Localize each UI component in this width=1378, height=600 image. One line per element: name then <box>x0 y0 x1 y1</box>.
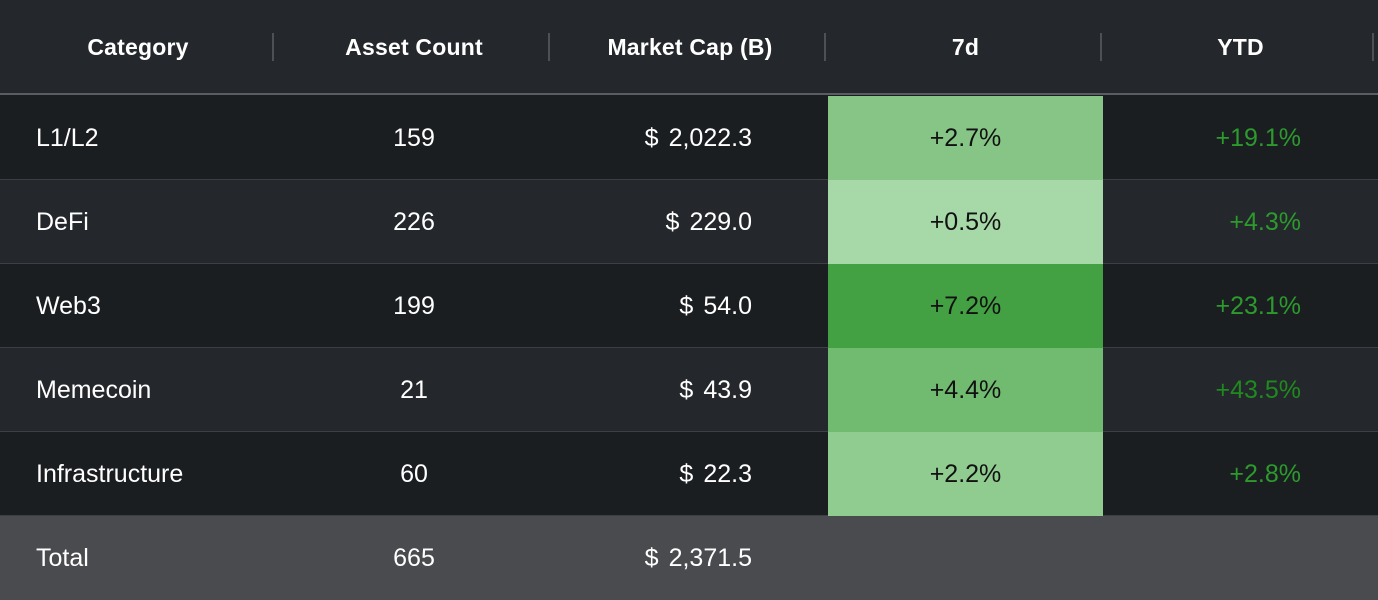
market-cap-cell[interactable]: $43.9 <box>552 348 752 432</box>
column-header-7d[interactable]: 7d <box>951 34 980 60</box>
total-market-cap: $2,371.5 <box>552 516 752 600</box>
market-cap-cell[interactable]: $54.0 <box>552 264 752 348</box>
table-row[interactable]: DeFi 226 $229.0 +0.5% +4.3% <box>0 180 1378 264</box>
asset-count-cell[interactable]: 199 <box>393 291 435 320</box>
table-row[interactable]: Web3 199 $54.0 +7.2% +23.1% <box>0 264 1378 348</box>
column-header-market-cap[interactable]: Market Cap (B) <box>607 34 773 60</box>
currency-symbol: $ <box>679 291 694 320</box>
table-row[interactable]: Infrastructure 60 $22.3 +2.2% +2.8% <box>0 432 1378 516</box>
market-cap-value: 2,022.3 <box>668 123 752 152</box>
category-cell[interactable]: Memecoin <box>36 375 152 404</box>
currency-symbol: $ <box>665 207 680 236</box>
market-cap-value: 54.0 <box>703 291 752 320</box>
category-cell[interactable]: Web3 <box>36 291 101 320</box>
change-7d-cell[interactable]: +0.5% <box>828 180 1103 264</box>
column-resize-handle[interactable] <box>824 33 826 61</box>
change-7d-cell[interactable]: +4.4% <box>828 348 1103 432</box>
table-row[interactable]: L1/L2 159 $2,022.3 +2.7% +19.1% <box>0 96 1378 180</box>
category-cell[interactable]: DeFi <box>36 207 89 236</box>
column-resize-handle[interactable] <box>272 33 274 61</box>
category-cell[interactable]: L1/L2 <box>36 123 99 152</box>
total-row: Total 665 $2,371.5 <box>0 516 1378 600</box>
currency-symbol: $ <box>679 375 694 404</box>
column-header-ytd[interactable]: YTD <box>1217 34 1264 60</box>
market-cap-cell[interactable]: $22.3 <box>552 432 752 516</box>
change-7d-cell[interactable]: +2.7% <box>828 96 1103 180</box>
market-cap-value: 43.9 <box>703 375 752 404</box>
table-row[interactable]: Memecoin 21 $43.9 +4.4% +43.5% <box>0 348 1378 432</box>
change-ytd-cell[interactable]: +4.3% <box>1229 207 1301 236</box>
table-header: Category Asset Count Market Cap (B) 7d Y… <box>0 0 1378 95</box>
change-7d-cell[interactable]: +2.2% <box>828 432 1103 516</box>
change-7d-cell[interactable]: +7.2% <box>828 264 1103 348</box>
market-cap-value: 22.3 <box>703 459 752 488</box>
total-market-cap-value: 2,371.5 <box>668 543 752 572</box>
category-cell[interactable]: Infrastructure <box>36 459 184 488</box>
currency-symbol: $ <box>644 123 659 152</box>
change-ytd-cell[interactable]: +2.8% <box>1229 459 1301 488</box>
column-resize-handle[interactable] <box>1372 33 1374 61</box>
currency-symbol: $ <box>644 543 659 572</box>
asset-count-cell[interactable]: 21 <box>400 375 428 404</box>
column-header-asset-count[interactable]: Asset Count <box>345 34 483 60</box>
change-ytd-cell[interactable]: +23.1% <box>1215 291 1302 320</box>
market-cap-value: 229.0 <box>689 207 752 236</box>
asset-count-cell[interactable]: 159 <box>393 123 435 152</box>
total-asset-count: 665 <box>393 543 435 572</box>
column-header-category[interactable]: Category <box>87 34 189 60</box>
change-ytd-cell[interactable]: +19.1% <box>1215 123 1302 152</box>
column-resize-handle[interactable] <box>1100 33 1102 61</box>
change-ytd-cell[interactable]: +43.5% <box>1215 375 1302 404</box>
market-cap-cell[interactable]: $229.0 <box>552 180 752 264</box>
asset-count-cell[interactable]: 226 <box>393 207 435 236</box>
total-label: Total <box>36 543 89 572</box>
currency-symbol: $ <box>679 459 694 488</box>
column-resize-handle[interactable] <box>548 33 550 61</box>
asset-count-cell[interactable]: 60 <box>400 459 428 488</box>
market-cap-cell[interactable]: $2,022.3 <box>552 96 752 180</box>
